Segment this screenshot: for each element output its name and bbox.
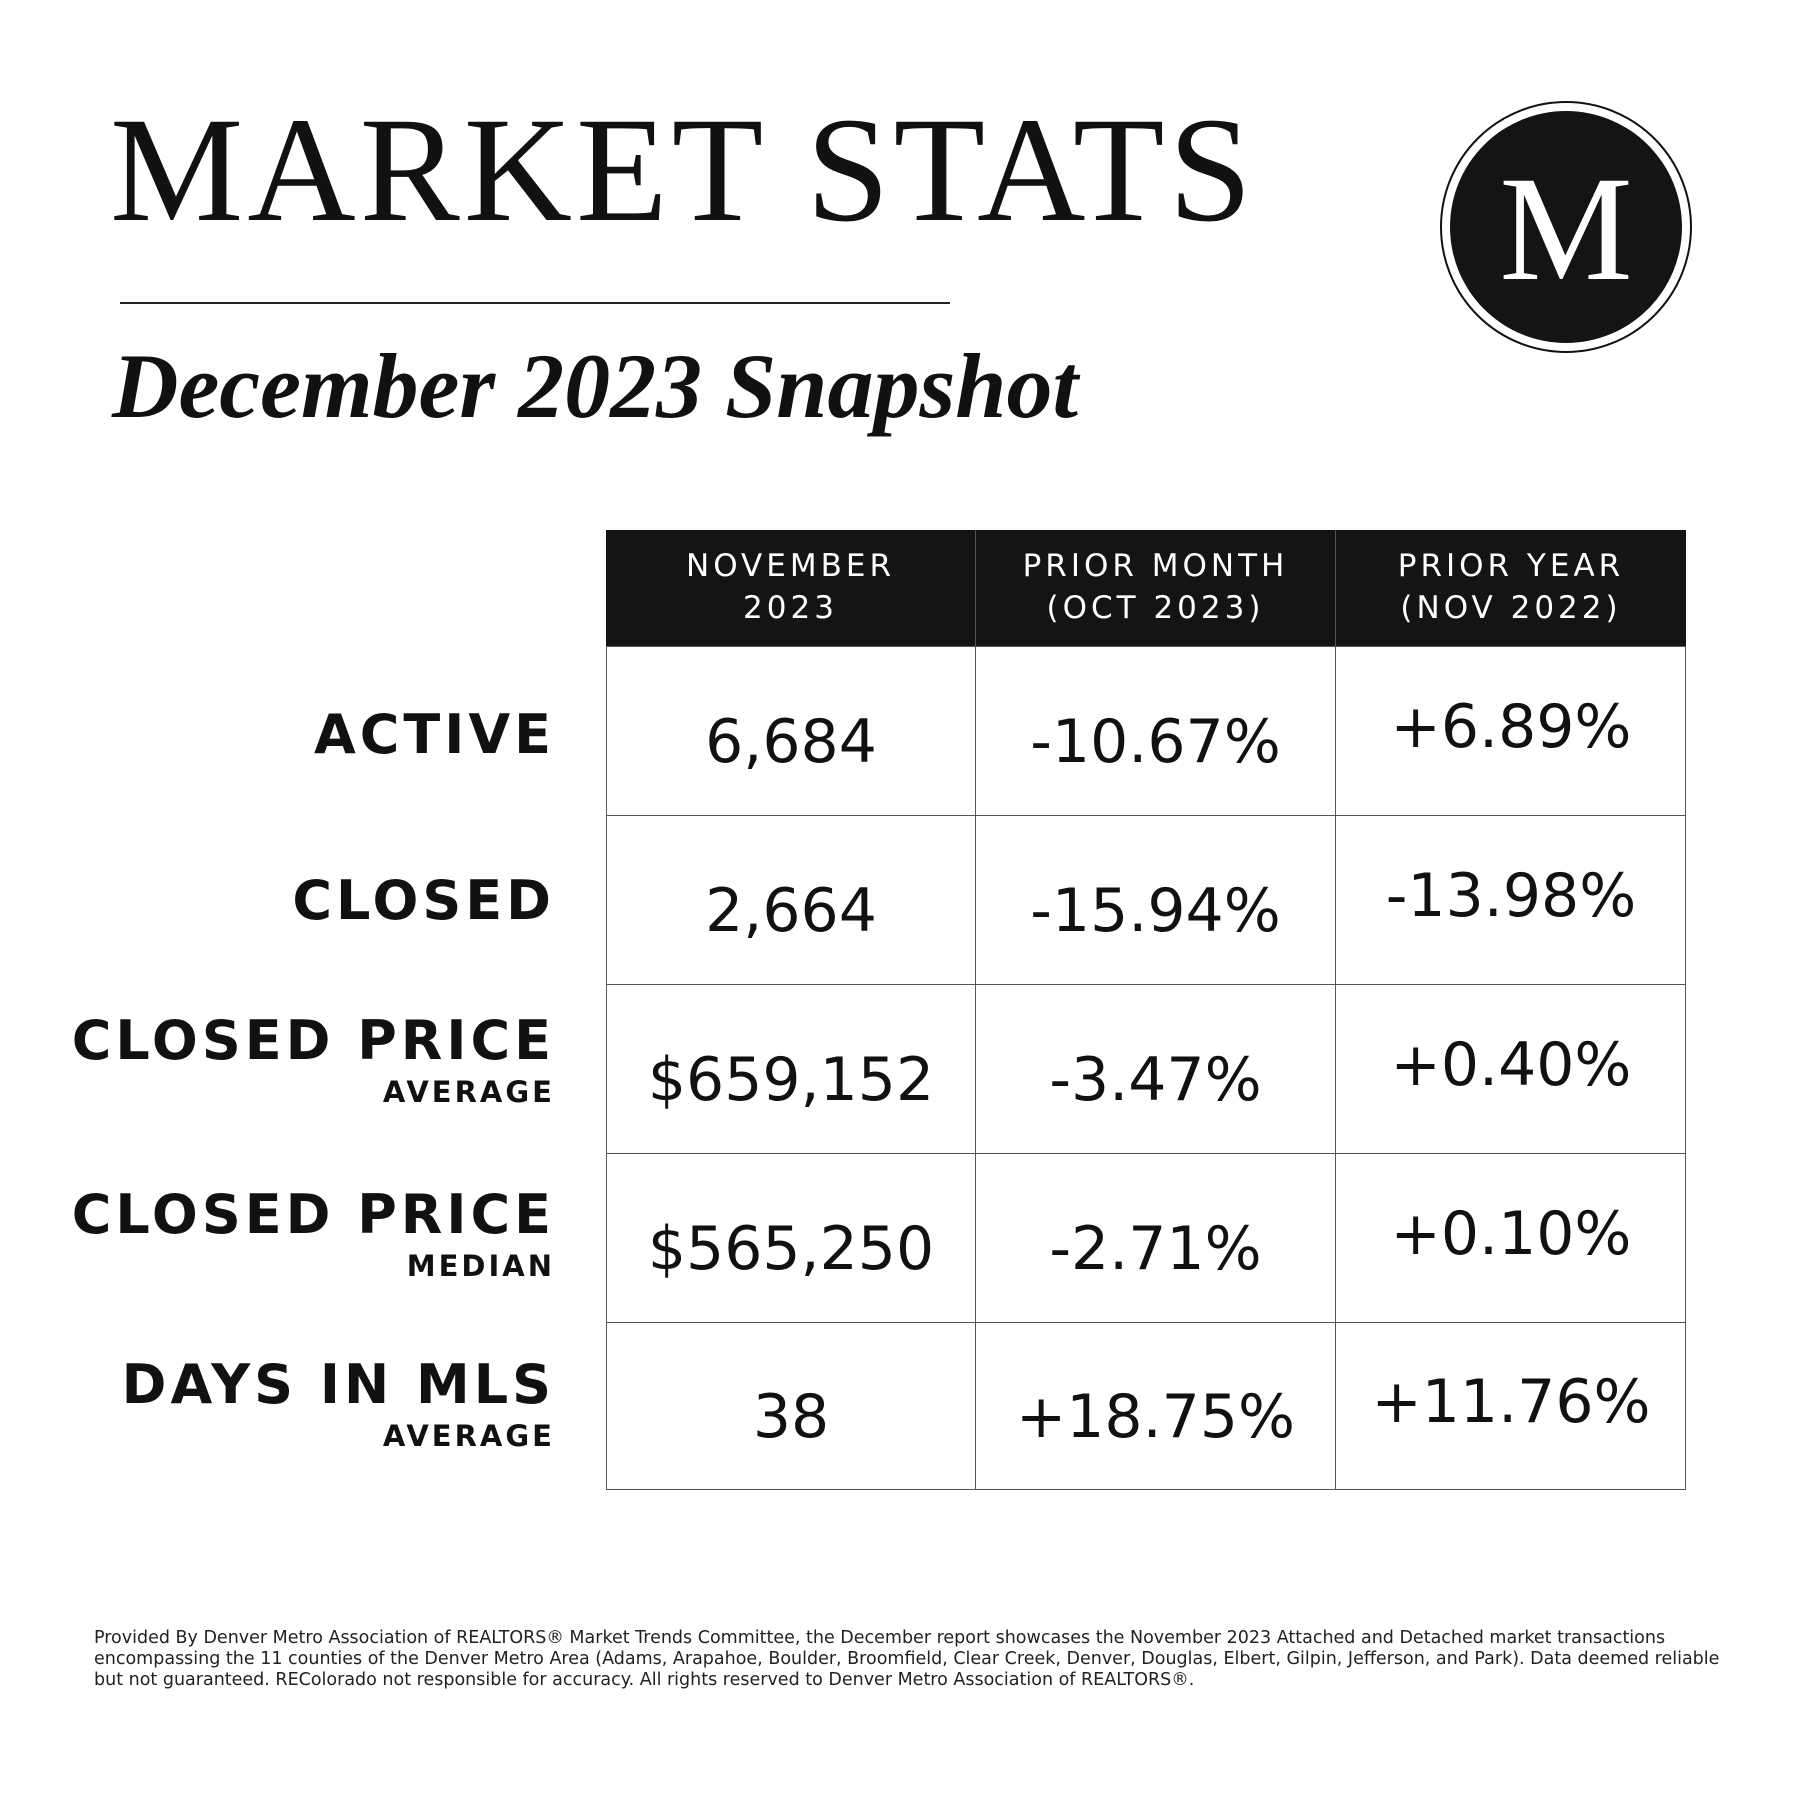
row-label-closed-price-average: CLOSED PRICE AVERAGE [72,1014,555,1107]
column-header-line: (NOV 2022) [1400,590,1622,626]
title-divider [120,302,950,304]
row-label-main: DAYS IN MLS [121,1353,555,1416]
page-subtitle: December 2023 Snapshot [112,335,1078,437]
table-cell: 2,664 [705,876,877,946]
table-cell: -10.67% [1030,707,1281,777]
table-body: 6,684 -10.67% +6.89% 2,664 -15.94% -13.9… [606,646,1686,1490]
column-divider [975,647,976,1489]
table-cell: -3.47% [1049,1045,1262,1115]
row-label-days-in-mls: DAYS IN MLS AVERAGE [122,1358,555,1451]
table-cell: $565,250 [647,1214,935,1284]
column-header-prior-month: PRIOR MONTH (OCT 2023) [976,530,1335,646]
table-cell: 38 [752,1382,830,1452]
table-cell: -15.94% [1030,876,1281,946]
row-label-main: CLOSED [292,869,555,932]
column-divider [1335,647,1336,1489]
table-cell: 6,684 [705,707,877,777]
table-cell: +0.40% [1390,1030,1632,1100]
column-header-november-2023: NOVEMBER 2023 [606,530,975,646]
row-divider [607,984,1685,985]
table-cell: $659,152 [647,1045,935,1115]
row-label-main: CLOSED PRICE [71,1183,555,1246]
row-label-active: ACTIVE [314,708,555,762]
table-header: NOVEMBER 2023 PRIOR MONTH (OCT 2023) PRI… [606,530,1686,646]
brand-logo-badge: M [1450,111,1682,343]
column-header-line: PRIOR YEAR [1397,548,1625,585]
row-divider [607,1322,1685,1323]
table-cell: +18.75% [1015,1382,1296,1452]
row-divider [607,815,1685,816]
row-label-sub: AVERAGE [382,1419,555,1453]
table-cell: -13.98% [1385,861,1637,931]
column-header-line: NOVEMBER [686,548,895,585]
table-cell: +11.76% [1371,1367,1651,1437]
row-label-closed-price-median: CLOSED PRICE MEDIAN [72,1188,555,1281]
row-label-sub: AVERAGE [382,1075,555,1109]
row-divider [607,1153,1685,1154]
row-label-main: ACTIVE [313,703,555,766]
column-divider [975,530,976,646]
row-label-main: CLOSED PRICE [71,1009,555,1072]
stats-table: NOVEMBER 2023 PRIOR MONTH (OCT 2023) PRI… [606,530,1686,1490]
page-title: MARKET STATS [110,87,1256,253]
column-header-line: (OCT 2023) [1046,590,1265,626]
table-cell: +6.89% [1390,692,1632,762]
column-header-line: 2023 [743,590,838,626]
table-cell: +0.10% [1390,1199,1632,1269]
footnote-disclaimer: Provided By Denver Metro Association of … [94,1628,1720,1690]
brand-logo-letter: M [1499,146,1633,312]
table-cell: -2.71% [1049,1214,1262,1284]
column-header-line: PRIOR MONTH [1022,548,1289,585]
row-label-sub: MEDIAN [406,1249,555,1283]
column-divider [1335,530,1336,646]
brand-logo: M [1440,101,1692,353]
column-header-prior-year: PRIOR YEAR (NOV 2022) [1336,530,1686,646]
row-label-closed: CLOSED [292,874,555,928]
